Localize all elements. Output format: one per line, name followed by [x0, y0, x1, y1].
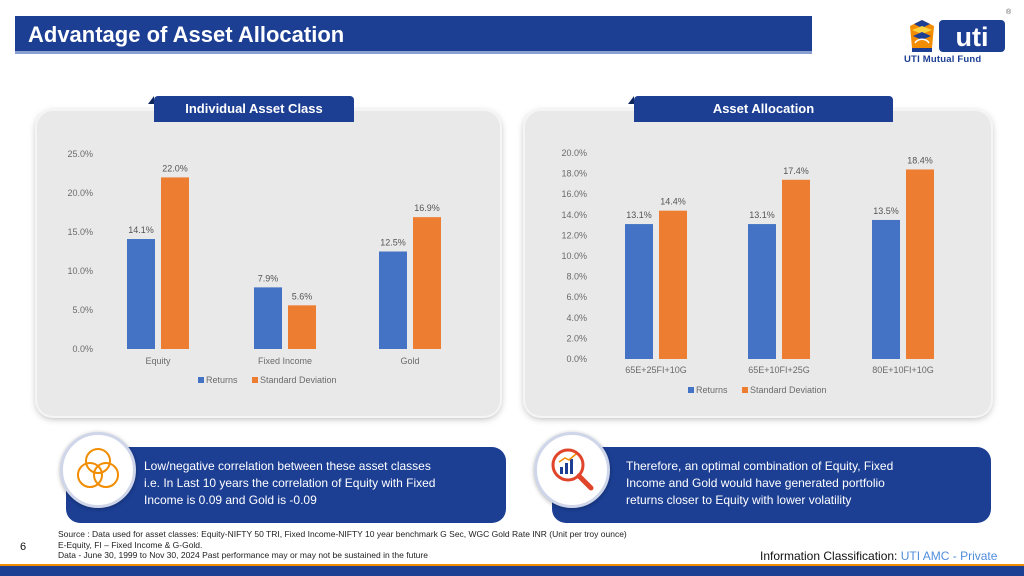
legend-swatch: [252, 377, 258, 383]
info-band-correlation: Low/negative correlation between these a…: [66, 447, 506, 523]
legend-label: Returns: [206, 375, 238, 385]
bar-std-dev: [782, 179, 810, 359]
y-tick-label: 10.0%: [561, 251, 587, 261]
bar-returns: [254, 287, 282, 349]
bar-std-dev: [288, 305, 316, 349]
page-title: Advantage of Asset Allocation: [28, 22, 345, 47]
category-label: 65E+10FI+25G: [748, 365, 810, 375]
data-label: 16.9%: [414, 203, 440, 213]
bar-returns: [127, 239, 155, 349]
y-tick-label: 0.0%: [566, 354, 587, 364]
category-label: 65E+25FI+10G: [625, 365, 687, 375]
legend-label: Standard Deviation: [260, 375, 337, 385]
legend-swatch: [198, 377, 204, 383]
bar-std-dev: [659, 210, 687, 359]
legend-label: Returns: [696, 385, 728, 395]
data-label: 22.0%: [162, 163, 188, 173]
bottom-rule: [0, 564, 1024, 576]
classification-value: UTI AMC - Private: [900, 549, 998, 563]
category-label: Equity: [145, 356, 171, 366]
bar-returns: [748, 224, 776, 359]
chart-title-allocation: Asset Allocation: [628, 96, 893, 122]
category-label: 80E+10FI+10G: [872, 365, 934, 375]
data-label: 18.4%: [907, 155, 933, 165]
y-tick-label: 16.0%: [561, 189, 587, 199]
bar-std-dev: [161, 177, 189, 349]
y-tick-label: 5.0%: [72, 305, 93, 315]
classification-label: Information Classification:: [760, 549, 901, 563]
y-tick-label: 18.0%: [561, 169, 587, 179]
data-label: 7.9%: [258, 273, 279, 283]
overlapping-circles-icon: [77, 448, 119, 488]
bar-returns: [872, 219, 900, 359]
data-label: 12.5%: [380, 238, 406, 248]
correlation-text: Low/negative correlation between these a…: [144, 458, 494, 509]
data-label: 13.5%: [873, 206, 899, 216]
data-label: 13.1%: [749, 210, 775, 220]
conclusion-text: Therefore, an optimal combination of Equ…: [626, 458, 976, 509]
y-tick-label: 15.0%: [67, 227, 93, 237]
icon-circle-left: [60, 432, 136, 508]
magnifier-chart-icon: [551, 448, 594, 491]
info-band-conclusion: Therefore, an optimal combination of Equ…: [552, 447, 991, 523]
bar-returns: [379, 251, 407, 349]
abbreviation-note: E-Equity, FI – Fixed Income & G-Gold.: [58, 540, 203, 550]
y-tick-label: 4.0%: [566, 313, 587, 323]
uti-logo: uti: [910, 20, 1005, 52]
y-tick-label: 20.0%: [67, 188, 93, 198]
icon-circle-right: [534, 432, 610, 508]
data-label: 13.1%: [626, 210, 652, 220]
y-tick-label: 6.0%: [566, 292, 587, 302]
y-tick-label: 2.0%: [566, 333, 587, 343]
logo-registered-mark: ®: [1006, 9, 1012, 16]
conclusion-line: Income and Gold would have generated por…: [626, 476, 885, 490]
bar-std-dev: [413, 217, 441, 349]
y-tick-label: 14.0%: [561, 210, 587, 220]
data-period-note: Data - June 30, 1999 to Nov 30, 2024 Pas…: [58, 550, 428, 560]
data-label: 14.4%: [660, 197, 686, 207]
information-classification: Information Classification: UTI AMC - Pr…: [760, 549, 997, 563]
logo-text: UTI Mutual Fund: [904, 54, 982, 65]
conclusion-line: Therefore, an optimal combination of Equ…: [626, 459, 894, 473]
data-label: 14.1%: [128, 225, 154, 235]
correlation-line: Low/negative correlation between these a…: [144, 459, 431, 473]
y-tick-label: 25.0%: [67, 149, 93, 159]
correlation-line: Income is 0.09 and Gold is -0.09: [144, 493, 317, 507]
y-tick-label: 12.0%: [561, 230, 587, 240]
chart-title-individual: Individual Asset Class: [148, 96, 354, 122]
y-tick-label: 10.0%: [67, 266, 93, 276]
conclusion-line: returns closer to Equity with lower vola…: [626, 493, 852, 507]
data-label: 17.4%: [783, 166, 809, 176]
logo-emblem-icon: [910, 20, 934, 52]
logo-word: uti: [956, 22, 989, 52]
legend-label: Standard Deviation: [750, 385, 827, 395]
data-label: 5.6%: [292, 291, 313, 301]
legend-swatch: [742, 387, 748, 393]
legend-swatch: [688, 387, 694, 393]
bar-std-dev: [906, 169, 934, 359]
category-label: Gold: [400, 356, 419, 366]
title-bar: Advantage of Asset Allocation: [15, 16, 812, 54]
source-note: Source : Data used for asset classes: Eq…: [58, 529, 627, 539]
correlation-line: i.e. In Last 10 years the correlation of…: [144, 476, 436, 490]
page-number: 6: [20, 541, 27, 553]
category-label: Fixed Income: [258, 356, 312, 366]
bar-returns: [625, 224, 653, 359]
y-tick-label: 20.0%: [561, 148, 587, 158]
y-tick-label: 8.0%: [566, 272, 587, 282]
y-tick-label: 0.0%: [72, 344, 93, 354]
